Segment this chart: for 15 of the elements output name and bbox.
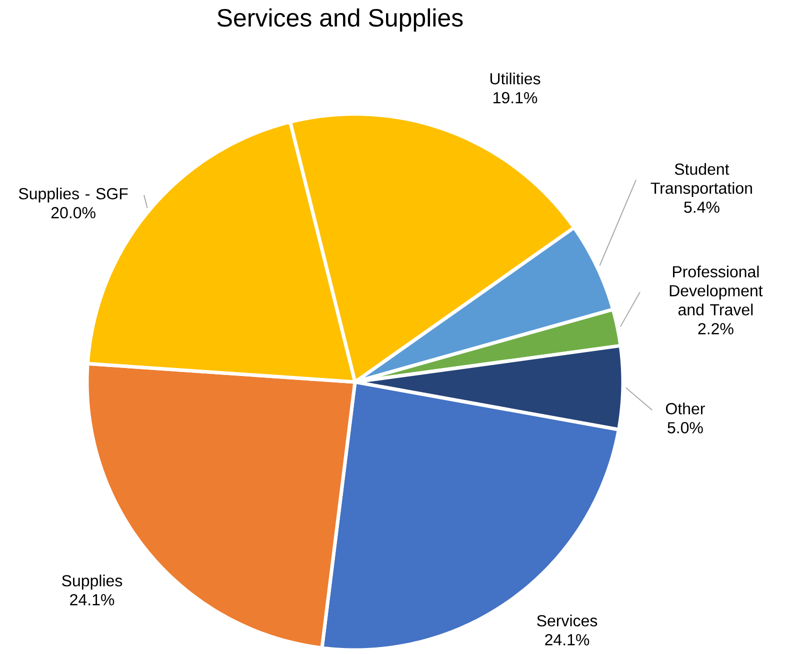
slice-label: Supplies - SGF xyxy=(18,188,128,203)
chart-title: Services and Supplies xyxy=(217,8,463,32)
data-label: 5.4% xyxy=(684,202,720,213)
slice-label: Other xyxy=(666,402,705,414)
slice-label: Professional Development and Travel xyxy=(670,266,763,316)
data-label: 24.1% xyxy=(70,594,114,606)
data-label: 20.0% xyxy=(51,207,96,218)
data-label: 2.2% xyxy=(698,323,734,334)
slice-label: Utilities xyxy=(490,72,540,84)
slice-label: Services xyxy=(537,614,598,626)
data-label: 19.1% xyxy=(494,92,538,104)
data-label: 5.0% xyxy=(668,422,703,434)
slice-label: Student Transportation xyxy=(650,163,752,198)
data-label: 24.1% xyxy=(545,634,590,646)
slice-label: Supplies xyxy=(62,574,122,590)
